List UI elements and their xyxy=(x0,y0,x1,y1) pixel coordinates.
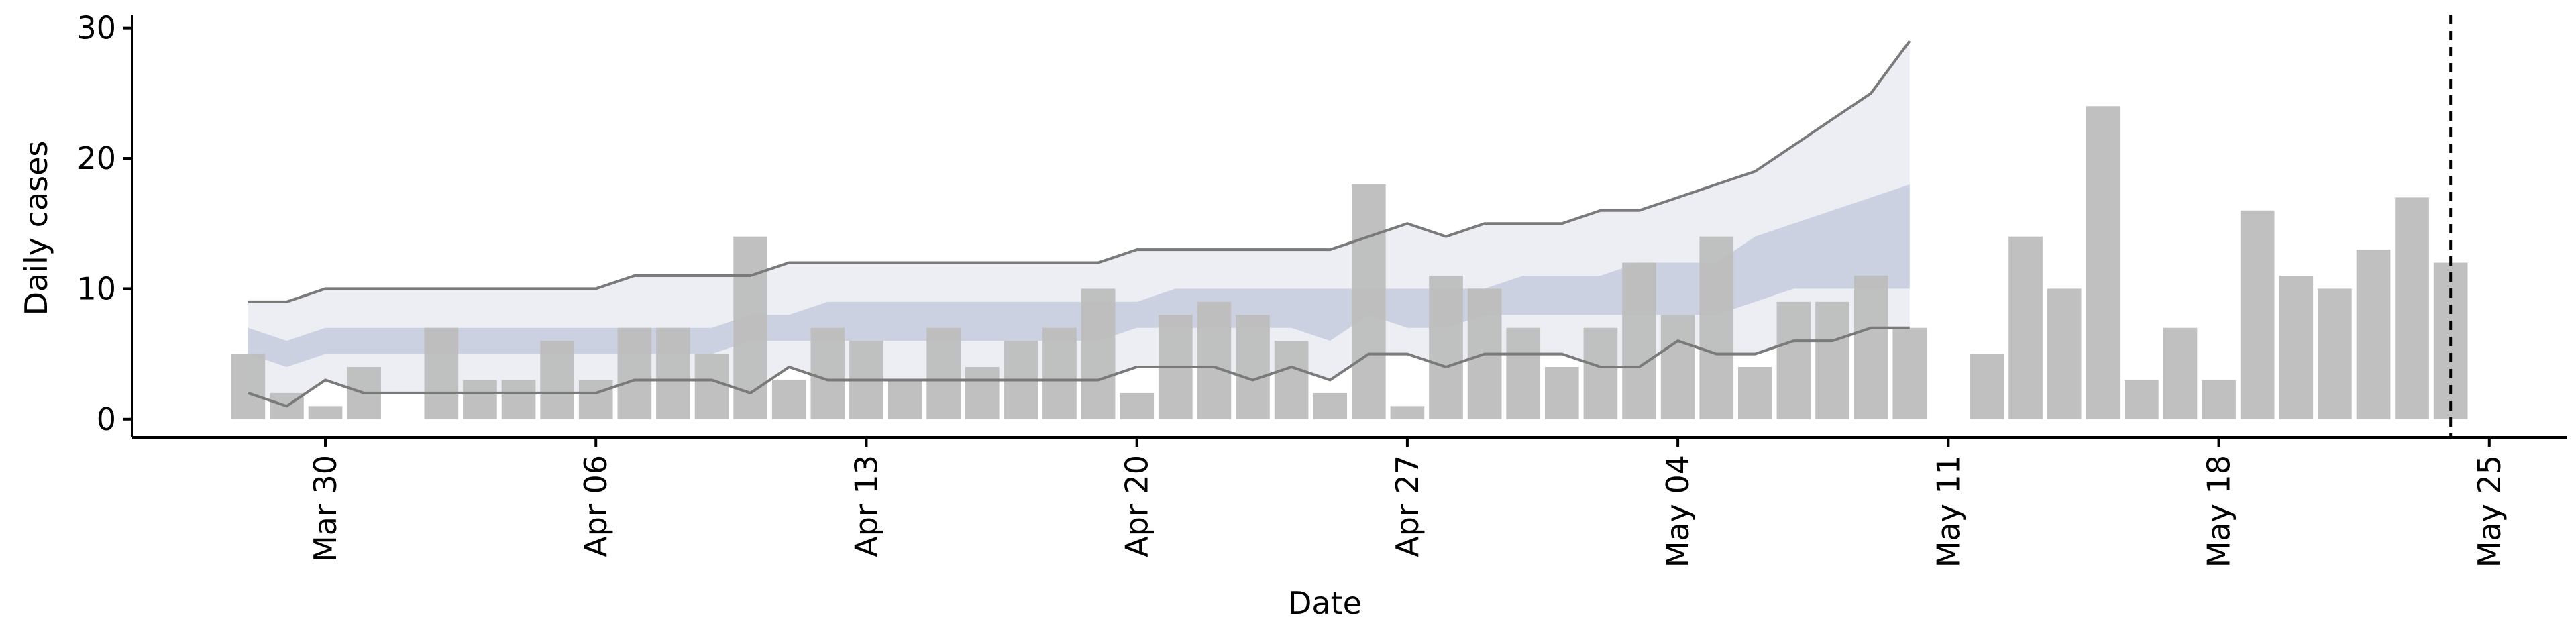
bar xyxy=(1351,184,1386,419)
bar xyxy=(308,406,343,419)
bar xyxy=(1892,327,1927,419)
x-tick-label: May 11 xyxy=(1930,455,1966,568)
bar xyxy=(2163,327,2198,419)
bar xyxy=(2086,106,2121,419)
bar xyxy=(965,367,1000,419)
bar xyxy=(2395,197,2429,419)
y-tick-label: 10 xyxy=(76,270,116,307)
bar xyxy=(2008,236,2043,419)
bar xyxy=(1776,301,1811,419)
bar xyxy=(1081,288,1116,419)
bar xyxy=(810,327,845,419)
bar xyxy=(1390,406,1425,419)
x-tick-label: Apr 20 xyxy=(1119,455,1155,557)
bar xyxy=(578,380,613,419)
bar xyxy=(1699,236,1734,419)
bar xyxy=(771,380,806,419)
bar xyxy=(1970,354,2004,419)
bar xyxy=(1660,315,1695,419)
y-tick-label: 20 xyxy=(76,140,116,176)
bar xyxy=(1236,315,1270,419)
bar xyxy=(1815,301,1849,419)
bar xyxy=(424,327,459,419)
bar xyxy=(656,327,690,419)
bar xyxy=(1583,327,1618,419)
bar xyxy=(888,380,922,419)
x-tick-label: Apr 13 xyxy=(848,455,884,557)
y-tick-label: 0 xyxy=(97,401,116,437)
bar xyxy=(2047,288,2082,419)
x-tick-label: May 04 xyxy=(1660,455,1696,568)
x-tick-label: Apr 06 xyxy=(578,455,614,557)
bar xyxy=(540,341,574,419)
bar xyxy=(1313,392,1348,419)
bar xyxy=(617,327,652,419)
bar xyxy=(501,380,536,419)
bar xyxy=(1120,392,1155,419)
bar xyxy=(2279,275,2314,419)
bar xyxy=(1622,262,1656,419)
bar xyxy=(2125,380,2159,419)
bar xyxy=(2202,380,2236,419)
x-tick-label: May 25 xyxy=(2471,455,2508,568)
bar xyxy=(1197,301,1232,419)
bar xyxy=(231,354,266,419)
x-tick-label: Mar 30 xyxy=(307,455,343,562)
bar xyxy=(463,380,497,419)
bar xyxy=(1429,275,1463,419)
bar xyxy=(694,354,729,419)
bar xyxy=(1544,367,1579,419)
x-tick-label: May 18 xyxy=(2201,455,2237,568)
interval-band xyxy=(248,184,1910,368)
x-axis-label: Date xyxy=(1288,585,1362,621)
bar xyxy=(1042,327,1077,419)
y-tick-label: 30 xyxy=(76,10,116,46)
bar xyxy=(1506,327,1541,419)
bar xyxy=(1274,341,1309,419)
bar xyxy=(1737,367,1772,419)
bar xyxy=(2356,250,2391,419)
interval-line xyxy=(248,40,1911,303)
interval-line xyxy=(248,326,1910,408)
bar xyxy=(1854,275,1888,419)
x-tick-label: Apr 27 xyxy=(1389,455,1426,557)
bar xyxy=(2318,288,2352,419)
bar xyxy=(926,327,961,419)
bar xyxy=(2240,210,2275,419)
y-axis-label: Daily cases xyxy=(18,141,54,316)
